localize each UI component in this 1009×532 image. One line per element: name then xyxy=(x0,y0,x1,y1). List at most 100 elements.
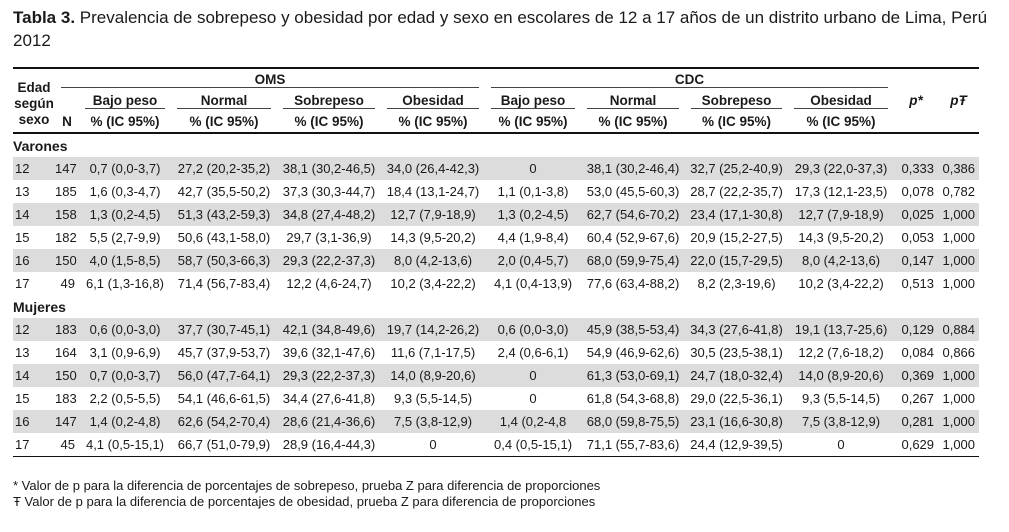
p-obes-cell: 1,000 xyxy=(942,391,976,406)
header-ic-5: % (IC 95%) xyxy=(498,114,568,129)
oms-sobre-cell: 38,1 (30,2-46,5) xyxy=(277,157,381,180)
table-title: Tabla 3. Prevalencia de sobrepeso y obes… xyxy=(13,6,998,52)
oms-normal-cell: 27,2 (20,2-35,2) xyxy=(171,157,277,180)
oms-bajo-cell: 4,0 (1,5-8,5) xyxy=(79,249,171,272)
oms-obes-cell: 34,0 (26,4-42,3) xyxy=(381,157,486,180)
header-row-cats: Bajo peso Normal Sobrepeso Obesidad Bajo… xyxy=(13,90,980,134)
table-row: 16 147 1,4 (0,2-4,8) 62,6 (54,2-70,4) 28,6 (… xyxy=(13,410,980,433)
cdc-obes-cell: 14,0 (8,9-20,6) xyxy=(788,364,895,387)
cdc-bajo-cell: 0,4 (0,5-15,1) xyxy=(485,433,582,457)
cdc-bajo-cell: 1,3 (0,2-4,5) xyxy=(485,203,582,226)
table-row: 14 150 0,7 (0,0-3,7) 56,0 (47,7-64,1) 29,3 (… xyxy=(13,364,980,387)
p-sobre-cell: 0,281 xyxy=(894,410,939,433)
age-cell: 13 xyxy=(15,184,30,199)
cdc-normal-cell: 61,3 (53,0-69,1) xyxy=(581,364,686,387)
n-cell: 147 xyxy=(55,157,79,180)
cdc-sobre-cell: 24,7 (18,0-32,4) xyxy=(685,364,789,387)
n-cell: 158 xyxy=(55,203,79,226)
oms-obes-cell: 9,3 (5,5-14,5) xyxy=(393,391,473,406)
p-obes-cell: 0,386 xyxy=(938,157,980,180)
oms-normal-cell: 66,7 (51,0-79,9) xyxy=(171,433,277,457)
header-cdc-obes: Obesidad xyxy=(788,90,894,111)
section-header: Mujeres xyxy=(13,295,979,318)
header-cdc-normal: Normal xyxy=(581,90,685,111)
table-label: Tabla 3. xyxy=(13,8,76,27)
n-cell: 183 xyxy=(55,318,79,341)
age-cell: 14 xyxy=(13,364,55,387)
prevalence-table: Edad según sexo OMS CDC Bajo peso Normal… xyxy=(13,67,980,457)
p-sobre-cell: 0,369 xyxy=(894,364,939,387)
table-row: 12 183 0,6 (0,0-3,0) 37,7 (30,7-45,1) 42,1 (… xyxy=(13,318,980,341)
oms-sobre-cell: 12,2 (4,6-24,7) xyxy=(286,276,372,291)
cdc-normal-cell: 54,9 (46,9-62,6) xyxy=(586,345,680,360)
oms-normal-cell: 50,6 (43,1-58,0) xyxy=(177,230,271,245)
table-row: 15 183 2,2 (0,5-5,5) 54,1 (46,6-61,5) 34,4 (… xyxy=(13,387,979,410)
n-cell: 183 xyxy=(55,391,77,406)
oms-normal-cell: 45,7 (37,9-53,7) xyxy=(177,345,271,360)
header-ic-3: % (IC 95%) xyxy=(294,114,364,129)
header-cdc: CDC xyxy=(485,68,894,90)
oms-normal-cell: 71,4 (56,7-83,4) xyxy=(177,276,271,291)
table-row: 16 150 4,0 (1,5-8,5) 58,7 (50,3-66,3) 29,3 (… xyxy=(13,249,980,272)
cdc-obes-cell: 12,7 (7,9-18,9) xyxy=(788,203,895,226)
n-cell: 150 xyxy=(55,249,79,272)
oms-bajo-cell: 1,6 (0,3-4,7) xyxy=(89,184,161,199)
p-obes-cell: 1,000 xyxy=(938,364,980,387)
header-edad: Edad según sexo xyxy=(13,68,55,134)
cdc-sobre-cell: 8,2 (2,3-19,6) xyxy=(697,276,776,291)
oms-obes-cell: 14,0 (8,9-20,6) xyxy=(381,364,486,387)
age-cell: 15 xyxy=(15,230,30,245)
oms-sobre-cell: 28,9 (16,4-44,3) xyxy=(277,433,381,457)
cdc-bajo-cell: 2,0 (0,4-5,7) xyxy=(485,249,582,272)
oms-sobre-cell: 37,3 (30,3-44,7) xyxy=(282,184,376,199)
p-obes-cell: 0,884 xyxy=(938,318,980,341)
cdc-obes-cell: 8,0 (4,2-13,6) xyxy=(788,249,895,272)
n-cell: 45 xyxy=(55,433,79,457)
p-sobre-cell: 0,513 xyxy=(901,276,935,291)
oms-sobre-cell: 42,1 (34,8-49,6) xyxy=(277,318,381,341)
p-obes-cell: 0,782 xyxy=(942,184,976,199)
age-cell: 16 xyxy=(13,410,55,433)
header-row-ic: N % (IC 95%) % (IC 95%) % (IC 95%) % (IC… xyxy=(13,111,980,133)
age-cell: 13 xyxy=(15,345,30,360)
p-obes-cell: 1,000 xyxy=(938,410,980,433)
age-cell: 14 xyxy=(13,203,55,226)
cdc-obes-cell: 0 xyxy=(788,433,895,457)
cdc-normal-cell: 68,0 (59,9-75,4) xyxy=(581,249,686,272)
oms-bajo-cell: 3,1 (0,9-6,9) xyxy=(89,345,161,360)
cdc-sobre-cell: 29,0 (22,5-36,1) xyxy=(690,391,783,406)
cdc-sobre-cell: 24,4 (12,9-39,5) xyxy=(685,433,789,457)
p-sobre-cell: 0,129 xyxy=(894,318,939,341)
cdc-bajo-cell: 0,6 (0,0-3,0) xyxy=(485,318,582,341)
p-obes-cell: 1,000 xyxy=(942,230,976,245)
header-ic-2: % (IC 95%) xyxy=(189,114,259,129)
oms-sobre-cell: 34,8 (27,4-48,2) xyxy=(277,203,381,226)
n-cell: 185 xyxy=(55,184,77,199)
header-cdc-sobre: Sobrepeso xyxy=(685,90,788,111)
oms-bajo-cell: 5,5 (2,7-9,9) xyxy=(89,230,161,245)
table-row: 17 49 6,1 (1,3-16,8) 71,4 (56,7-83,4) 12,2 (… xyxy=(13,272,979,295)
oms-bajo-cell: 2,2 (0,5-5,5) xyxy=(89,391,161,406)
oms-bajo-cell: 0,7 (0,0-3,7) xyxy=(79,157,171,180)
n-cell: 150 xyxy=(55,364,79,387)
header-oms-bajo: Bajo peso xyxy=(79,90,171,111)
p-sobre-cell: 0,084 xyxy=(901,345,935,360)
oms-obes-cell: 19,7 (14,2-26,2) xyxy=(381,318,486,341)
cdc-normal-cell: 77,6 (63,4-88,2) xyxy=(586,276,680,291)
oms-normal-cell: 54,1 (46,6-61,5) xyxy=(177,391,271,406)
cdc-sobre-cell: 28,7 (22,2-35,7) xyxy=(690,184,783,199)
oms-obes-cell: 12,7 (7,9-18,9) xyxy=(381,203,486,226)
n-cell: 147 xyxy=(55,410,79,433)
cdc-normal-cell: 60,4 (52,9-67,6) xyxy=(586,230,680,245)
cdc-normal-cell: 53,0 (45,5-60,3) xyxy=(586,184,680,199)
header-ic-4: % (IC 95%) xyxy=(398,114,468,129)
cdc-sobre-cell: 22,0 (15,7-29,5) xyxy=(685,249,789,272)
table-row: 15 182 5,5 (2,7-9,9) 50,6 (43,1-58,0) 29,7 (… xyxy=(13,226,979,249)
oms-bajo-cell: 6,1 (1,3-16,8) xyxy=(85,276,165,291)
cdc-sobre-cell: 34,3 (27,6-41,8) xyxy=(685,318,789,341)
n-cell: 164 xyxy=(55,345,77,360)
header-ic-7: % (IC 95%) xyxy=(702,114,772,129)
cdc-bajo-cell: 2,4 (0,6-6,1) xyxy=(497,345,569,360)
cdc-normal-cell: 62,7 (54,6-70,2) xyxy=(581,203,686,226)
age-cell: 17 xyxy=(15,276,30,291)
